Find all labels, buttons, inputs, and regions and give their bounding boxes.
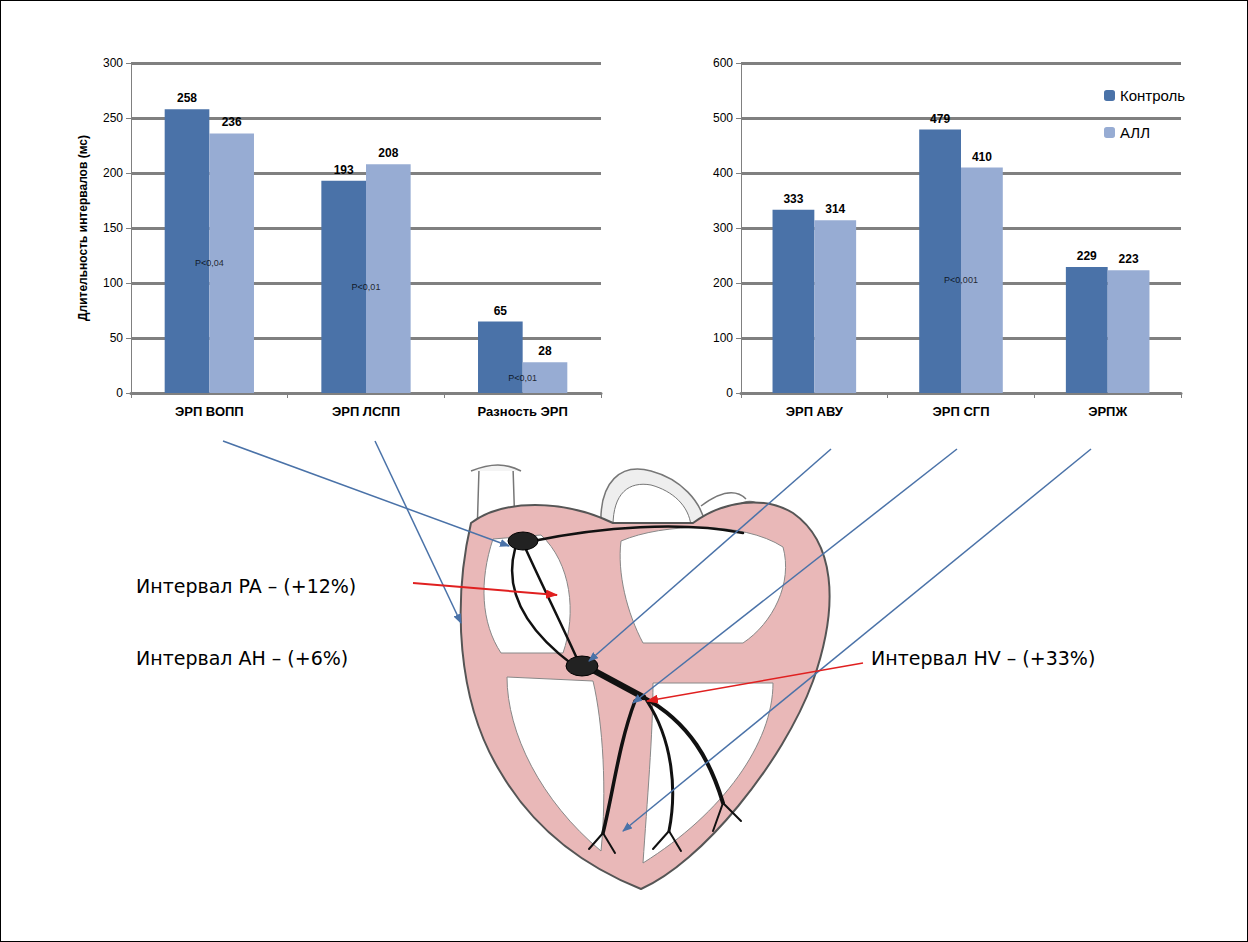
svg-text:400: 400 [713, 166, 733, 180]
svg-text:193: 193 [334, 163, 354, 177]
svg-text:600: 600 [713, 56, 733, 70]
svg-text:ЭРП ВОПП: ЭРП ВОПП [175, 404, 244, 419]
svg-text:0: 0 [116, 386, 123, 400]
svg-text:258: 258 [177, 91, 197, 105]
svg-text:АЛЛ: АЛЛ [1120, 124, 1150, 141]
svg-text:229: 229 [1077, 249, 1097, 263]
svg-text:P<0,01: P<0,01 [352, 282, 381, 292]
svg-text:250: 250 [103, 111, 123, 125]
svg-text:ЭРП СГП: ЭРП СГП [933, 404, 990, 419]
svg-text:ЭРП АВУ: ЭРП АВУ [786, 404, 844, 419]
svg-text:314: 314 [825, 202, 845, 216]
svg-text:0: 0 [726, 386, 733, 400]
svg-text:410: 410 [972, 150, 992, 164]
svg-text:Интервал AH – (+6%): Интервал AH – (+6%) [136, 647, 348, 669]
svg-text:150: 150 [103, 221, 123, 235]
svg-text:Интервал PA – (+12%): Интервал PA – (+12%) [136, 575, 356, 597]
svg-text:P<0,01: P<0,01 [508, 373, 537, 383]
svg-text:65: 65 [494, 304, 508, 318]
svg-text:223: 223 [1119, 252, 1139, 266]
svg-text:200: 200 [103, 166, 123, 180]
svg-text:300: 300 [713, 221, 733, 235]
svg-text:208: 208 [378, 146, 398, 160]
svg-text:ЭРПЖ: ЭРПЖ [1088, 404, 1127, 419]
svg-text:Разность ЭРП: Разность ЭРП [477, 404, 567, 419]
svg-text:28: 28 [538, 344, 552, 358]
svg-text:200: 200 [713, 276, 733, 290]
svg-text:50: 50 [110, 331, 124, 345]
svg-text:100: 100 [103, 276, 123, 290]
svg-text:500: 500 [713, 111, 733, 125]
svg-text:333: 333 [783, 192, 803, 206]
svg-text:Интервал HV – (+33%): Интервал HV – (+33%) [871, 647, 1095, 669]
svg-text:ЭРП ЛСПП: ЭРП ЛСПП [332, 404, 400, 419]
svg-text:300: 300 [103, 56, 123, 70]
svg-text:236: 236 [222, 115, 242, 129]
svg-text:Контроль: Контроль [1120, 87, 1185, 104]
svg-text:100: 100 [713, 331, 733, 345]
svg-text:P<0,001: P<0,001 [944, 275, 978, 285]
svg-text:P<0,04: P<0,04 [195, 258, 224, 268]
svg-text:479: 479 [930, 112, 950, 126]
svg-text:Длительность интервалов (мс): Длительность интервалов (мс) [76, 135, 90, 321]
